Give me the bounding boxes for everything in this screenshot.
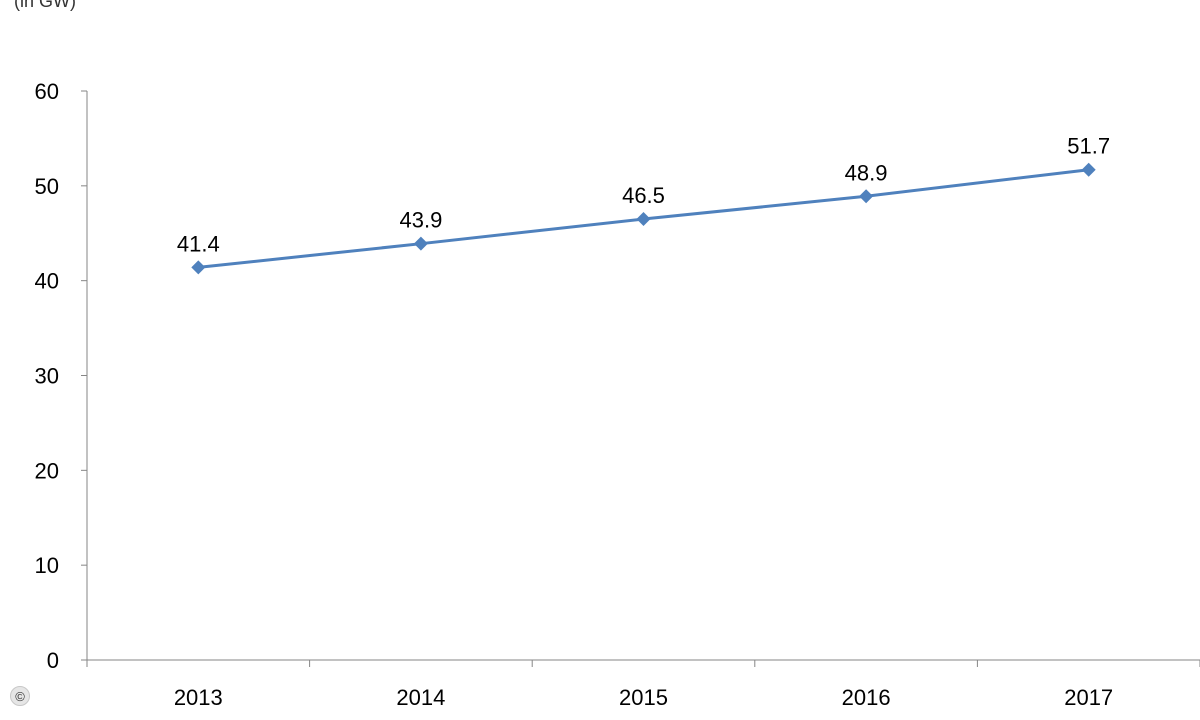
y-tick-label: 60 (35, 79, 59, 104)
y-tick-label: 30 (35, 364, 59, 389)
x-tick-label: 2014 (396, 685, 445, 710)
y-tick-label: 40 (35, 269, 59, 294)
y-axis-unit-label: (in GW) (14, 0, 76, 11)
y-tick-label: 10 (35, 553, 59, 578)
x-tick-label: 2015 (619, 685, 668, 710)
y-tick-label: 20 (35, 458, 59, 483)
data-point-marker (1081, 162, 1096, 177)
y-tick-label: 0 (47, 648, 59, 673)
data-label: 46.5 (622, 183, 665, 208)
data-label: 43.9 (399, 208, 442, 233)
data-point-marker (636, 212, 651, 227)
data-point-marker (191, 260, 206, 275)
data-point-marker (413, 236, 428, 251)
y-tick-label: 50 (35, 174, 59, 199)
x-tick-label: 2017 (1064, 685, 1113, 710)
data-label: 48.9 (845, 160, 888, 185)
x-tick-label: 2013 (174, 685, 223, 710)
data-label: 41.4 (177, 231, 220, 256)
data-label: 51.7 (1067, 134, 1110, 159)
copyright-icon: © (10, 686, 30, 706)
data-point-marker (859, 189, 874, 204)
x-tick-label: 2016 (842, 685, 891, 710)
